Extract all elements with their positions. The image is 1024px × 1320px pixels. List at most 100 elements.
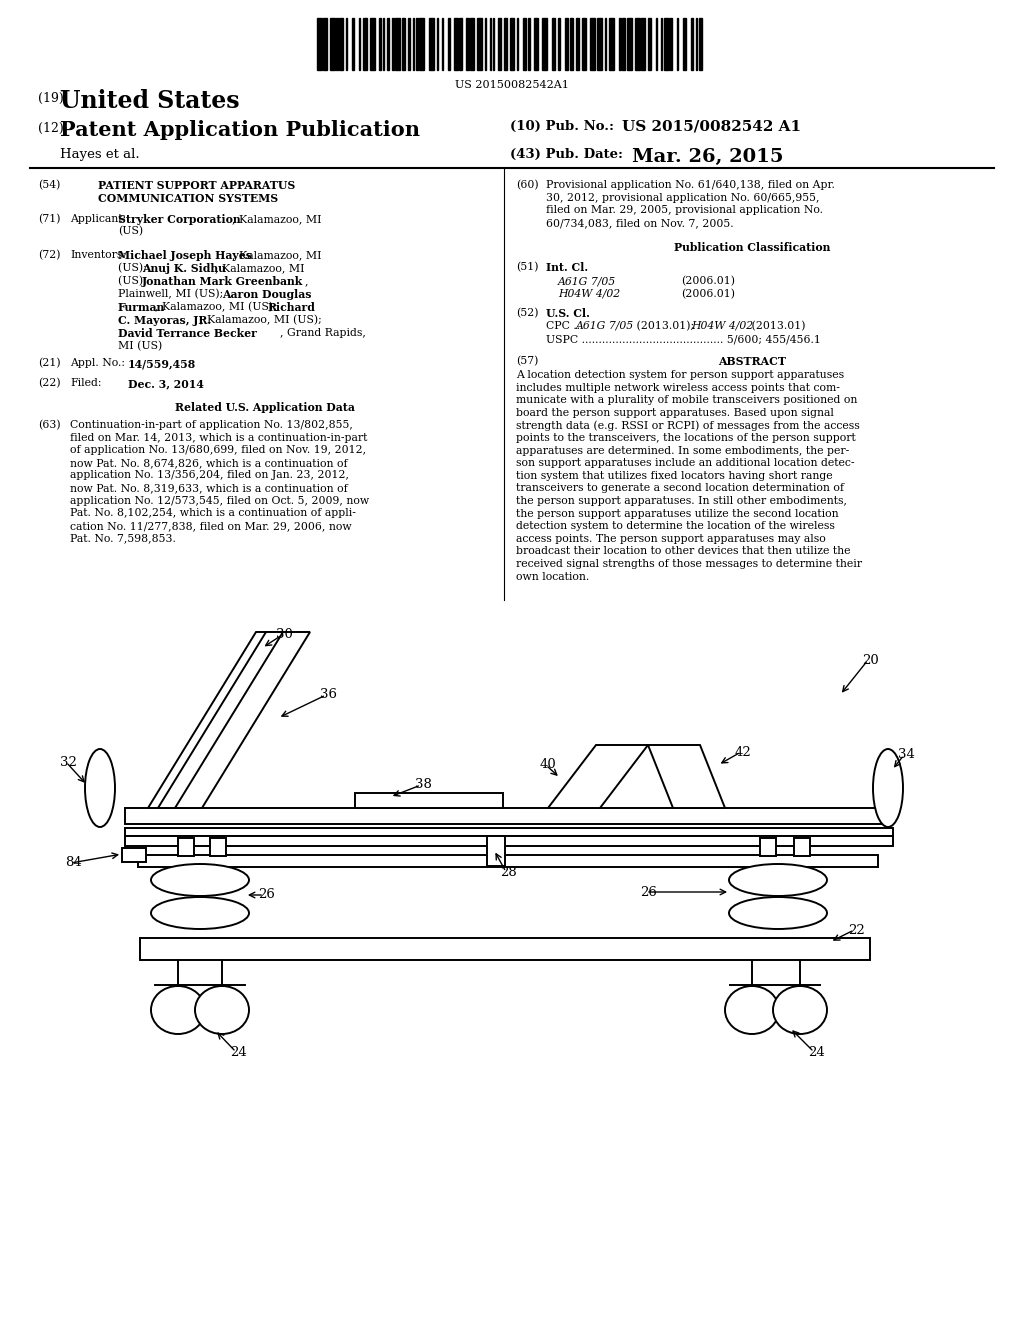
Text: son support apparatuses include an additional location detec-: son support apparatuses include an addit…: [516, 458, 854, 469]
Text: (US): (US): [118, 226, 143, 236]
Bar: [364, 18, 367, 70]
Text: (71): (71): [38, 214, 60, 224]
Bar: [498, 18, 501, 70]
Polygon shape: [148, 632, 310, 808]
Text: 24: 24: [808, 1045, 824, 1059]
Bar: [336, 18, 338, 70]
Text: includes multiple network wireless access points that com-: includes multiple network wireless acces…: [516, 383, 840, 392]
Text: , Kalamazoo, MI (US);: , Kalamazoo, MI (US);: [155, 302, 281, 313]
Bar: [416, 18, 418, 70]
Bar: [358, 18, 360, 70]
Bar: [379, 18, 381, 70]
Bar: [370, 18, 375, 70]
Bar: [671, 18, 672, 70]
Bar: [523, 18, 526, 70]
Bar: [760, 838, 776, 855]
Bar: [552, 18, 555, 70]
Bar: [620, 18, 621, 70]
Text: apparatuses are determined. In some embodiments, the per-: apparatuses are determined. In some embo…: [516, 446, 849, 455]
Bar: [794, 838, 810, 855]
Bar: [660, 18, 663, 70]
Text: (72): (72): [38, 249, 60, 260]
Bar: [683, 18, 686, 70]
Text: Related U.S. Application Data: Related U.S. Application Data: [175, 403, 355, 413]
Text: Appl. No.:: Appl. No.:: [70, 358, 125, 368]
Bar: [699, 18, 702, 70]
Bar: [664, 18, 669, 70]
Text: Richard: Richard: [268, 302, 315, 313]
Text: Pat. No. 8,102,254, which is a continuation of appli-: Pat. No. 8,102,254, which is a continuat…: [70, 508, 356, 519]
Text: received signal strengths of those messages to determine their: received signal strengths of those messa…: [516, 558, 862, 569]
Text: own location.: own location.: [516, 572, 589, 582]
Text: (60): (60): [516, 180, 539, 190]
Text: , Kalamazoo, MI (US);: , Kalamazoo, MI (US);: [200, 315, 322, 325]
Bar: [441, 18, 443, 70]
Text: application No. 12/573,545, filed on Oct. 5, 2009, now: application No. 12/573,545, filed on Oct…: [70, 495, 369, 506]
Text: detection system to determine the location of the wireless: detection system to determine the locati…: [516, 521, 835, 531]
Ellipse shape: [151, 986, 205, 1034]
Text: USPC .......................................... 5/600; 455/456.1: USPC ...................................…: [546, 334, 821, 345]
Bar: [609, 18, 614, 70]
Text: (19): (19): [38, 92, 63, 106]
Bar: [346, 18, 347, 70]
Bar: [535, 18, 538, 70]
Polygon shape: [548, 744, 648, 808]
Ellipse shape: [729, 898, 827, 929]
Text: C. Mayoras, JR.: C. Mayoras, JR.: [118, 315, 211, 326]
Bar: [655, 18, 657, 70]
Bar: [178, 838, 194, 855]
Bar: [466, 18, 469, 70]
Bar: [429, 18, 434, 70]
Text: Stryker Corporation: Stryker Corporation: [118, 214, 241, 224]
Text: 14/559,458: 14/559,458: [128, 358, 197, 370]
Text: 36: 36: [319, 689, 337, 701]
Text: Aaron Douglas: Aaron Douglas: [222, 289, 311, 300]
Text: Michael Joseph Hayes: Michael Joseph Hayes: [118, 249, 252, 261]
Ellipse shape: [195, 986, 249, 1034]
Bar: [510, 18, 514, 70]
Text: Hayes et al.: Hayes et al.: [60, 148, 139, 161]
Ellipse shape: [873, 748, 903, 828]
Text: tion system that utilizes fixed locators having short range: tion system that utilizes fixed locators…: [516, 471, 833, 480]
Ellipse shape: [725, 986, 779, 1034]
Bar: [648, 18, 651, 70]
Text: United States: United States: [60, 88, 240, 114]
Text: transceivers to generate a second location determination of: transceivers to generate a second locati…: [516, 483, 844, 494]
Bar: [339, 18, 343, 70]
Text: Int. Cl.: Int. Cl.: [546, 261, 588, 273]
Bar: [140, 939, 870, 960]
Text: H04W 4/02: H04W 4/02: [558, 289, 621, 300]
Text: Furman: Furman: [118, 302, 165, 313]
Bar: [565, 18, 568, 70]
Bar: [437, 18, 438, 70]
Text: (10) Pub. No.:: (10) Pub. No.:: [510, 120, 614, 133]
Text: ABSTRACT: ABSTRACT: [718, 356, 786, 367]
Text: (54): (54): [38, 180, 60, 190]
Bar: [590, 18, 595, 70]
Text: CPC ..: CPC ..: [546, 321, 584, 331]
Text: ,: ,: [305, 276, 308, 286]
Text: COMMUNICATION SYSTEMS: COMMUNICATION SYSTEMS: [98, 193, 279, 205]
Text: 42: 42: [735, 746, 752, 759]
Polygon shape: [158, 632, 283, 808]
Bar: [691, 18, 692, 70]
Text: A61G 7/05: A61G 7/05: [575, 321, 634, 331]
Bar: [528, 18, 529, 70]
Text: (63): (63): [38, 420, 60, 430]
Ellipse shape: [773, 986, 827, 1034]
Bar: [635, 18, 640, 70]
Text: filed on Mar. 14, 2013, which is a continuation-in-part: filed on Mar. 14, 2013, which is a conti…: [70, 433, 368, 442]
Text: application No. 13/356,204, filed on Jan. 23, 2012,: application No. 13/356,204, filed on Jan…: [70, 470, 349, 480]
Bar: [470, 18, 474, 70]
Text: (US);: (US);: [118, 263, 151, 273]
Bar: [355, 793, 503, 808]
Bar: [352, 18, 353, 70]
Bar: [558, 18, 560, 70]
Bar: [623, 18, 626, 70]
Ellipse shape: [151, 865, 249, 896]
Text: US 2015/0082542 A1: US 2015/0082542 A1: [622, 120, 801, 135]
Bar: [477, 18, 481, 70]
Bar: [459, 18, 463, 70]
Bar: [569, 18, 572, 70]
Text: (21): (21): [38, 358, 60, 368]
